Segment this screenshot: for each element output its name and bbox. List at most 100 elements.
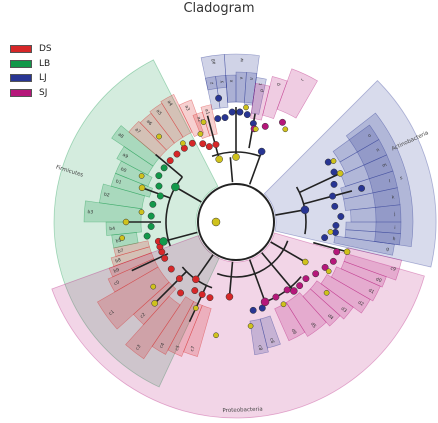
node-leaf-9 — [280, 301, 287, 308]
clade-wedge-r — [276, 68, 318, 119]
legend-label-lb: LB — [39, 58, 51, 69]
clade-wedge-y — [215, 75, 229, 109]
legend-entry-sj: SJ — [10, 86, 52, 100]
node-leaf-6 — [327, 229, 334, 235]
node-a5 — [180, 144, 188, 152]
node-z — [214, 115, 222, 123]
node-leaf-10 — [247, 323, 254, 329]
clade-wedge-j — [350, 204, 402, 223]
clade-label-c5: c5 — [174, 344, 182, 351]
clade-label-o: o — [367, 133, 372, 139]
clade-label-s: s — [400, 176, 404, 182]
node-g — [321, 234, 329, 242]
node-b5 — [143, 232, 151, 240]
clade-wedge-b9 — [108, 252, 155, 278]
clade-label-b8: b8 — [115, 257, 122, 265]
phylum-label-proteobacteria: Proteobacteria — [222, 407, 262, 414]
node-b1 — [156, 192, 164, 200]
clade-label-d2: d2 — [357, 299, 365, 307]
node-internal-8 — [232, 153, 240, 161]
node-a3 — [199, 140, 207, 148]
legend-swatch-sj — [10, 88, 32, 97]
node-leaf-18 — [180, 140, 186, 147]
clade-wedge-t — [250, 77, 267, 115]
clade-label-b4: b4 — [109, 226, 115, 232]
branch-14 — [275, 209, 306, 216]
node-a8 — [160, 164, 168, 172]
node-a6 — [173, 150, 181, 158]
clade-wedge-b5 — [111, 232, 139, 249]
phylum-region-1 — [263, 80, 437, 268]
clade-label-p: p — [260, 89, 265, 93]
node-internal-14 — [343, 248, 351, 256]
node-b2 — [149, 200, 157, 208]
tree-nodes-layer — [119, 94, 366, 339]
node-d6 — [272, 293, 280, 301]
clade-wedge-d0 — [340, 260, 387, 288]
clade-wedge-s — [345, 112, 414, 247]
node-c1 — [167, 265, 175, 273]
node-internal-11 — [122, 218, 130, 226]
clade-label-j: j — [393, 211, 396, 217]
clade-label-b0: b0 — [120, 166, 128, 174]
clade-wedge-c3 — [125, 295, 181, 360]
clade-label-a6: a6 — [145, 119, 153, 127]
clade-label-c8: c8 — [256, 345, 263, 352]
clade-wedge-c6 — [259, 315, 281, 349]
clade-label-b5: b5 — [115, 238, 122, 245]
node-d0 — [329, 257, 337, 265]
clade-wedge-q — [262, 76, 288, 120]
node-leaf-12 — [193, 305, 199, 311]
clade-wedge-b2 — [99, 183, 146, 210]
node-internal-5 — [290, 287, 298, 295]
node-j — [337, 213, 345, 220]
node-internal-4 — [260, 297, 270, 307]
node-leaf-5 — [330, 158, 337, 164]
clade-wedge-z — [205, 76, 221, 110]
clade-label-b7: b7 — [117, 248, 124, 255]
node-leaf-13 — [150, 283, 157, 290]
clade-label-c6: c6 — [268, 337, 275, 344]
branch-10 — [248, 259, 266, 303]
clade-wedge-g — [333, 235, 395, 256]
clade-wedge-c1 — [97, 266, 170, 330]
clade-wedge-v — [235, 71, 247, 103]
node-a9 — [155, 172, 163, 180]
clade-wedge-c8 — [249, 318, 269, 356]
clade-label-c3: c3 — [134, 344, 142, 352]
clade-label-i: i — [394, 225, 395, 231]
node-c3 — [177, 289, 185, 297]
clade-wedge-a9 — [116, 146, 154, 176]
legend-label-lj: LJ — [39, 73, 47, 83]
clade-label-d3: d3 — [340, 306, 348, 314]
legend-swatch-lb — [10, 59, 32, 68]
node-internal-2 — [192, 275, 200, 284]
clade-wedge-w — [223, 53, 260, 104]
node-v — [236, 108, 244, 116]
branch-21 — [206, 115, 220, 160]
legend-label-ds: DS — [39, 44, 52, 54]
clade-wedge-a7 — [128, 120, 167, 159]
node-leaf-15 — [138, 209, 145, 215]
clade-wedge-b0 — [115, 160, 153, 187]
clade-label-c9: c9 — [390, 265, 397, 272]
clade-label-k: k — [391, 194, 395, 200]
clade-wedge-d1 — [330, 266, 381, 302]
node-leaf-1 — [200, 119, 207, 125]
clade-wedge-x — [225, 74, 237, 103]
node-leaf-3 — [252, 126, 259, 132]
phylum-region-2 — [51, 232, 425, 419]
clade-wedge-d4 — [302, 288, 341, 327]
clade-label-d4: d4 — [326, 313, 334, 321]
node-u — [243, 111, 251, 119]
branch-arc-4 — [211, 151, 261, 157]
clade-label-a5: a5 — [155, 108, 163, 116]
clade-label-c1: c1 — [108, 309, 116, 317]
branch-arc-2 — [216, 240, 289, 278]
clade-label-c7: c7 — [189, 345, 196, 352]
node-b3 — [147, 212, 155, 220]
node-l — [329, 192, 337, 200]
node-a2 — [205, 143, 213, 151]
node-internal-7 — [257, 147, 266, 156]
